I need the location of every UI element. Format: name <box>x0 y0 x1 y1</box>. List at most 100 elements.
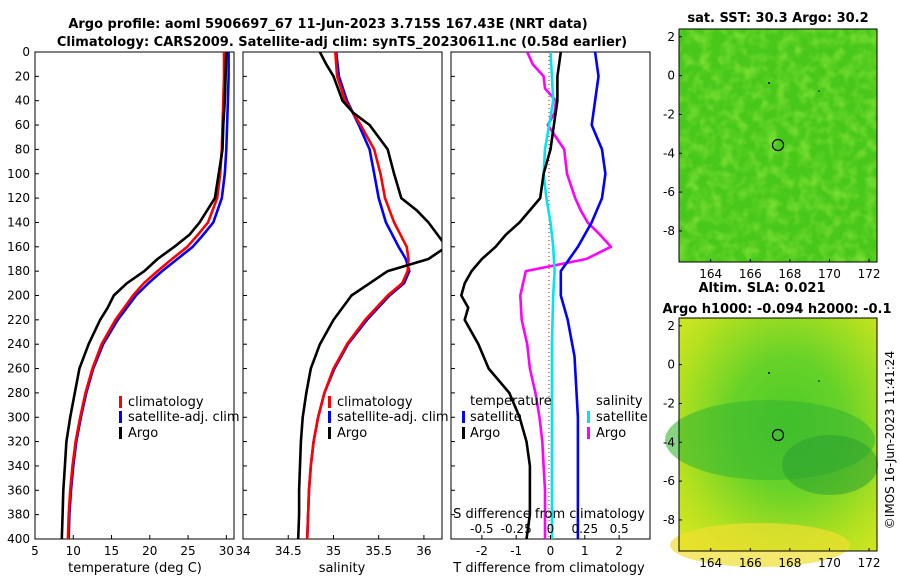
sla-low-region <box>782 435 878 495</box>
sla-map-title-line2: Argo h1000: -0.094 h2000: -0.1 <box>662 302 891 317</box>
temperature-tick-label: 25 <box>180 544 195 558</box>
salinity-tick-label: 34 <box>235 544 250 558</box>
legend-swatch-t-argo <box>462 427 465 439</box>
legend-swatch-satellite <box>119 411 122 423</box>
temperature-tick-label: 15 <box>104 544 119 558</box>
sla-map-title-line1: Altim. SLA: 0.021 <box>699 281 826 296</box>
map-lon-tick-label: 172 <box>858 267 881 281</box>
depth-tick-label: 120 <box>7 191 30 205</box>
depth-tick-label: 340 <box>7 459 30 473</box>
map-lat-tick-label: 2 <box>667 319 675 333</box>
temperature-legend: climatology satellite-adj. clim Argo <box>119 395 240 441</box>
sst-frame <box>678 28 878 263</box>
depth-tick-label: 160 <box>7 240 30 254</box>
s-difference-tick-label: 0 <box>547 522 555 536</box>
salinity-series <box>296 52 442 539</box>
credit-text: ©IMOS 16-Jun-2023 11:41:24 <box>883 351 897 529</box>
depth-tick-label: 0 <box>22 45 30 59</box>
depth-tick-label: 100 <box>7 167 30 181</box>
legend-swatch-climatology <box>328 396 331 408</box>
t-difference-xlabel: T difference from climatology <box>452 561 645 576</box>
s-difference-tick-label: 0.5 <box>610 522 629 536</box>
legend-swatch-climatology <box>119 396 122 408</box>
depth-tick-label: 200 <box>7 289 30 303</box>
map-lon-tick-label: 166 <box>739 556 762 570</box>
figure-title-line2: Climatology: CARS2009. Satellite-adj cli… <box>57 35 627 50</box>
legend-swatch-s-argo <box>587 427 590 439</box>
map-lat-tick-label: -6 <box>663 474 675 488</box>
depth-tick-label: 80 <box>15 142 30 156</box>
legend-climatology: climatology <box>337 395 413 410</box>
map-lat-tick-label: -2 <box>663 396 675 410</box>
sst-map-ticks: 164 166 168 170 172 2 0 -2 -4 -6 -8 <box>663 30 881 281</box>
island-dot <box>818 90 820 92</box>
legend-t-satellite: satellite <box>470 410 522 425</box>
depth-tick-label: 40 <box>15 94 30 108</box>
s-satellite-difference-line <box>542 52 556 539</box>
t-satellite-difference-line <box>559 52 607 539</box>
depth-tick-label: 360 <box>7 483 30 497</box>
temperature-series <box>60 52 230 539</box>
difference-s-ticks: -0.5 -0.25 0 0.25 0.5 <box>470 522 628 536</box>
sst-map-title: sat. SST: 30.3 Argo: 30.2 <box>687 11 868 26</box>
legend-swatch-argo <box>328 427 331 439</box>
legend-swatch-s-satellite <box>587 411 590 423</box>
temperature-xlabel: temperature (deg C) <box>68 561 202 576</box>
legend-satellite-clim: satellite-adj. clim <box>128 410 240 425</box>
argo-temperature-line <box>60 52 228 539</box>
legend-temperature-title: temperature <box>470 394 552 409</box>
s-difference-tick-label: -0.25 <box>501 522 532 536</box>
temperature-tick-label: 10 <box>66 544 81 558</box>
map-lon-tick-label: 168 <box>778 267 801 281</box>
sst-map <box>678 28 878 263</box>
temperature-tick-label: 30 <box>219 544 234 558</box>
map-lat-tick-label: -4 <box>663 435 675 449</box>
island-dot <box>768 82 770 84</box>
map-lat-tick-label: -8 <box>663 224 675 238</box>
map-lat-tick-label: 0 <box>667 69 675 83</box>
salinity-tick-label: 35 <box>326 544 341 558</box>
temperature-xticks: 5 10 15 20 25 30 <box>31 535 234 558</box>
depth-tick-label: 380 <box>7 508 30 522</box>
legend-swatch-t-satellite <box>462 411 465 423</box>
legend-s-argo: Argo <box>596 426 626 441</box>
t-difference-tick-label: 2 <box>615 544 623 558</box>
s-difference-tick-label: 0.25 <box>571 522 598 536</box>
figure-title-line1: Argo profile: aoml 5906697_67 11-Jun-202… <box>68 17 587 32</box>
salinity-axes <box>242 51 443 540</box>
depth-tick-label: 260 <box>7 362 30 376</box>
map-lon-tick-label: 170 <box>818 556 841 570</box>
legend-swatch-argo <box>119 427 122 439</box>
argo-location-marker <box>771 428 785 442</box>
sla-high-region <box>670 523 850 567</box>
legend-swatch-satellite <box>328 411 331 423</box>
depth-tick-label: 60 <box>15 118 30 132</box>
sla-frame <box>678 317 878 552</box>
legend-satellite-clim: satellite-adj. clim <box>337 410 449 425</box>
map-lon-tick-label: 166 <box>739 267 762 281</box>
depth-tick-label: 320 <box>7 435 30 449</box>
difference-series <box>459 52 613 539</box>
depth-tick-label: 400 <box>7 532 30 546</box>
sla-map <box>665 317 878 567</box>
depth-tick-label: 280 <box>7 386 30 400</box>
argo-location-marker <box>771 138 785 152</box>
map-lat-tick-label: -8 <box>663 513 675 527</box>
legend-salinity-title: salinity <box>596 394 643 409</box>
s-difference-label: S difference from climatology <box>453 507 645 522</box>
island-dot <box>768 372 770 374</box>
depth-tick-label: 300 <box>7 410 30 424</box>
legend-t-argo: Argo <box>470 426 500 441</box>
t-argo-difference-line <box>459 52 563 539</box>
map-lon-tick-label: 170 <box>818 267 841 281</box>
temperature-tick-label: 5 <box>31 544 39 558</box>
map-lon-tick-label: 164 <box>699 556 722 570</box>
depth-tick-label: 240 <box>7 337 30 351</box>
t-difference-tick-label: -2 <box>476 544 488 558</box>
sla-map-ticks: 164 166 168 170 172 2 0 -2 -4 -6 -8 <box>663 319 881 570</box>
island-dot <box>818 380 820 382</box>
difference-legend: temperature satellite Argo salinity sate… <box>462 394 648 441</box>
map-lat-tick-label: 2 <box>667 30 675 44</box>
t-difference-tick-label: -1 <box>510 544 522 558</box>
